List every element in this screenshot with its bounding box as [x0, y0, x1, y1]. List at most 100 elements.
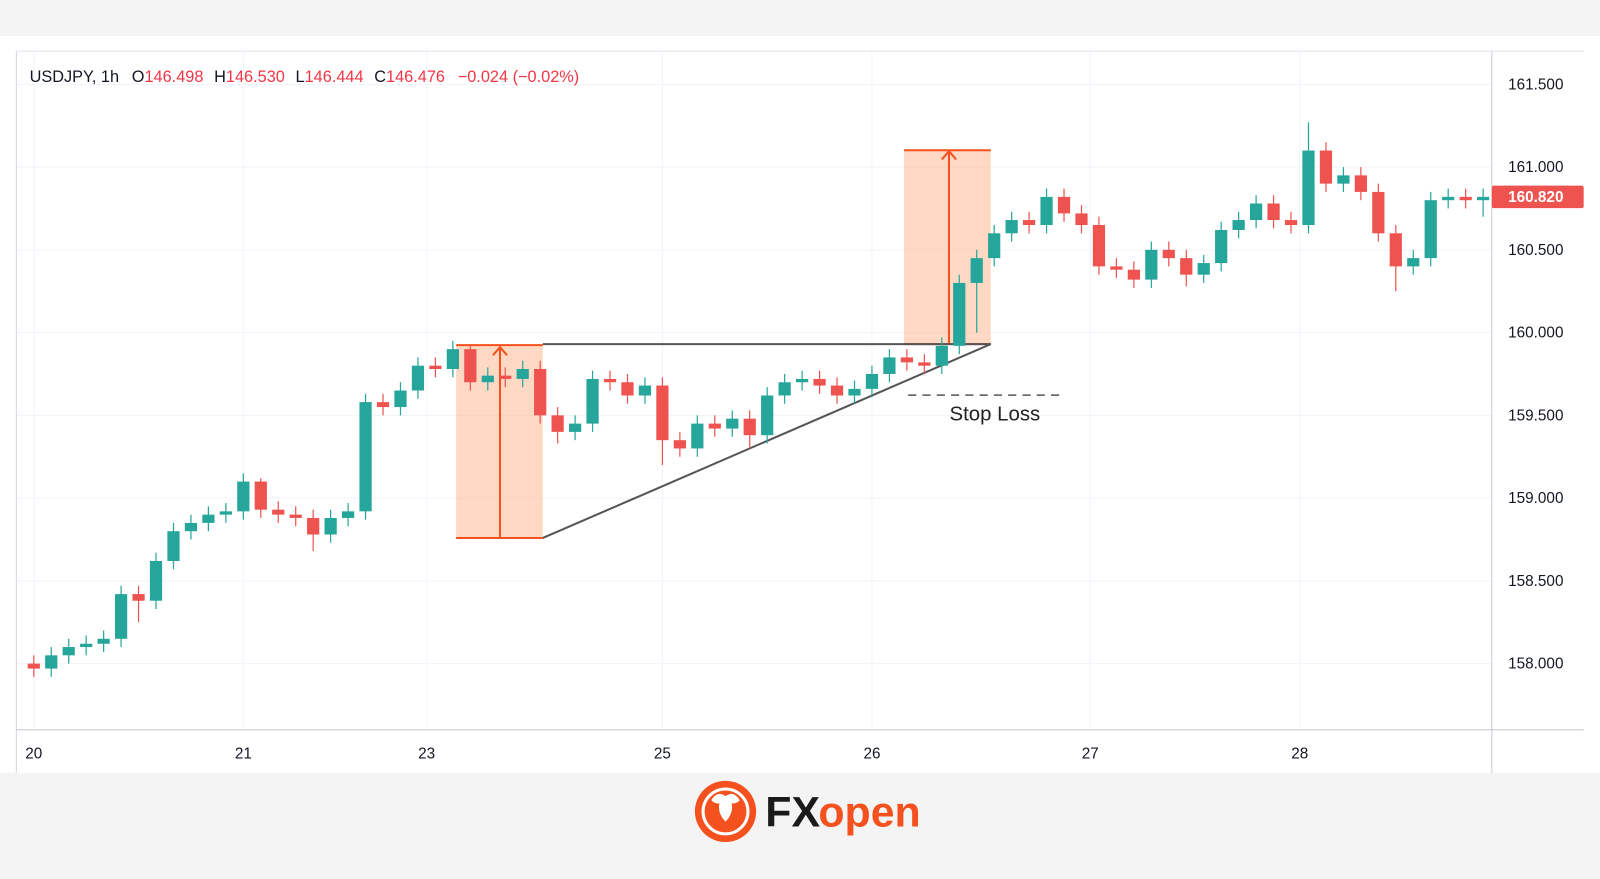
candle-body	[1110, 266, 1123, 270]
candle-body	[27, 663, 40, 669]
candle-body	[341, 511, 355, 518]
candle-body	[1337, 175, 1350, 184]
candle-body	[743, 418, 756, 436]
candle-body	[1424, 200, 1437, 259]
candle-body	[1319, 150, 1333, 184]
brand-fx: FX	[765, 789, 820, 837]
candle-body	[778, 382, 791, 396]
candle-body	[1075, 213, 1088, 226]
candle-body	[45, 655, 58, 669]
candle-body	[411, 365, 425, 391]
candle-body	[1284, 220, 1298, 226]
candle-body	[429, 365, 442, 370]
ohlc-value: 146.498	[144, 68, 203, 86]
candle-body	[1407, 258, 1420, 267]
candle-body	[1476, 196, 1490, 201]
candle-body	[708, 423, 721, 429]
ohlc-key: O	[132, 68, 145, 86]
candle-body	[900, 357, 913, 363]
candle-body	[656, 385, 669, 441]
candle-body	[761, 395, 774, 436]
y-tick-label: 158.000	[1508, 656, 1563, 673]
candle-body	[219, 511, 232, 515]
candle-body	[464, 349, 477, 383]
x-tick-label: 21	[235, 745, 252, 762]
candle-body	[167, 531, 180, 561]
candle-body	[691, 423, 704, 449]
candle-body	[865, 373, 879, 389]
candle-body	[1092, 225, 1106, 267]
ohlc-key: C	[374, 68, 386, 86]
target-box	[904, 150, 991, 345]
candle-body	[621, 382, 634, 396]
candle-body	[988, 233, 1001, 259]
candle-body	[394, 390, 407, 408]
candle-body	[1302, 150, 1315, 226]
candle-body	[376, 402, 390, 408]
last-price-tag	[1491, 185, 1584, 209]
candles	[27, 122, 1490, 677]
candle-body	[359, 402, 372, 512]
x-tick-label: 23	[418, 745, 435, 762]
x-tick-label: 20	[25, 745, 42, 762]
stop-loss-label: Stop Loss	[950, 404, 1041, 426]
candle-body	[184, 522, 198, 532]
candle-body	[918, 362, 931, 366]
candle-body	[1127, 269, 1140, 280]
candle-body	[1372, 191, 1385, 234]
x-tick-label: 28	[1291, 745, 1308, 762]
y-tick-label: 160.500	[1508, 242, 1563, 259]
candle-body	[1162, 249, 1175, 259]
candle-body	[813, 378, 826, 386]
candle-body	[1145, 249, 1158, 280]
candle-body	[272, 509, 285, 515]
candle-body	[673, 440, 686, 449]
candle-body	[883, 357, 896, 374]
candle-body	[62, 647, 75, 656]
candle-body	[795, 378, 809, 383]
x-tick-label: 26	[863, 745, 880, 762]
candle-body	[534, 369, 547, 416]
candle-body	[638, 385, 652, 396]
candle-body	[1267, 203, 1280, 221]
candle-body	[97, 638, 110, 644]
arrow-head	[492, 345, 508, 356]
candle-body	[289, 514, 302, 518]
ohlc-value: 146.444	[305, 68, 364, 86]
candle-body	[237, 481, 250, 512]
y-tick-label: 161.500	[1508, 76, 1563, 93]
candle-body	[1005, 220, 1018, 234]
candle-body	[953, 282, 966, 346]
candle-body	[114, 594, 128, 639]
symbol: USDJPY, 1h	[30, 68, 119, 86]
candle-body	[551, 415, 564, 432]
candle-body	[568, 423, 582, 432]
ohlc-key: H	[214, 68, 226, 86]
y-tick-label: 161.000	[1508, 159, 1563, 176]
y-tick-label: 159.500	[1508, 407, 1563, 424]
candle-body	[726, 418, 739, 429]
candle-body	[935, 345, 948, 366]
candle-body	[1215, 229, 1228, 264]
candle-body	[1389, 233, 1402, 267]
candle-body	[307, 517, 320, 535]
x-tick-label: 27	[1082, 745, 1099, 762]
candle-body	[1459, 196, 1472, 201]
candle-body	[1180, 258, 1193, 275]
candle-body	[446, 349, 459, 370]
candle-body	[1232, 220, 1245, 230]
last-price-label: 160.820	[1508, 189, 1563, 206]
candle-body	[132, 594, 145, 601]
logo-ring	[701, 787, 750, 836]
candle-body	[1197, 263, 1210, 275]
candle-body	[202, 514, 215, 523]
candle-body	[481, 375, 494, 383]
candle-body	[516, 369, 529, 379]
candle-body	[1040, 196, 1053, 226]
candle-body	[1022, 220, 1036, 226]
candle-body	[1442, 196, 1455, 201]
ohlc-value: 146.476	[386, 68, 445, 86]
candle-body	[830, 385, 844, 396]
y-tick-label: 160.000	[1508, 325, 1563, 342]
